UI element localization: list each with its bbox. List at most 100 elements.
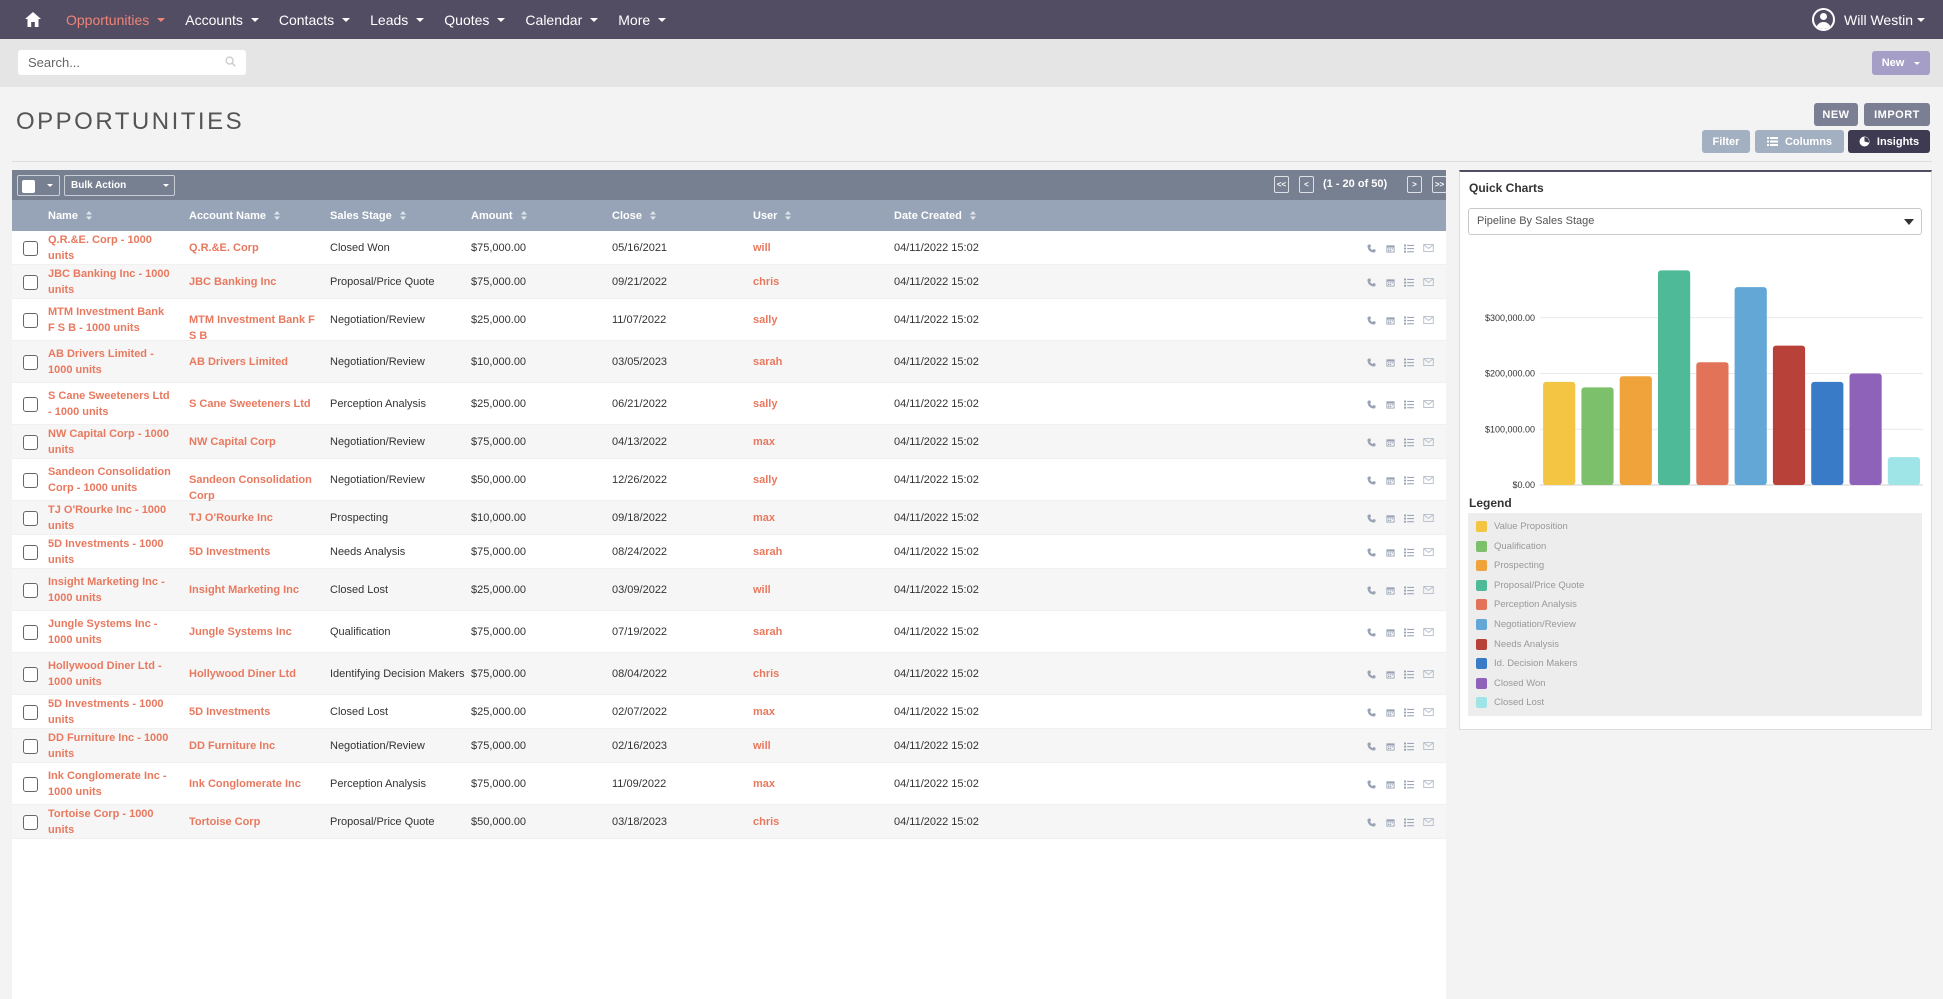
account-name-link[interactable]: AB Drivers Limited bbox=[189, 356, 289, 368]
row-checkbox[interactable] bbox=[23, 435, 38, 450]
phone-icon[interactable] bbox=[1364, 740, 1378, 752]
email-icon[interactable] bbox=[1421, 778, 1435, 790]
calendar-icon[interactable] bbox=[1383, 356, 1397, 368]
calendar-icon[interactable] bbox=[1383, 740, 1397, 752]
account-name-link[interactable]: DD Furniture Inc bbox=[189, 740, 276, 752]
search-icon[interactable] bbox=[225, 56, 236, 67]
email-icon[interactable] bbox=[1421, 314, 1435, 326]
select-all-checkbox[interactable] bbox=[22, 180, 35, 193]
sort-icon[interactable] bbox=[520, 211, 527, 223]
phone-icon[interactable] bbox=[1364, 546, 1378, 558]
search-input[interactable] bbox=[28, 55, 208, 70]
column-header-date-created[interactable]: Date Created bbox=[894, 210, 976, 223]
task-icon[interactable] bbox=[1402, 668, 1416, 680]
phone-icon[interactable] bbox=[1364, 314, 1378, 326]
assigned-user-link[interactable]: chris bbox=[753, 668, 780, 680]
nav-item-accounts[interactable]: Accounts bbox=[185, 12, 259, 28]
opportunity-name-link[interactable]: DD Furniture Inc - 1000 units bbox=[48, 732, 169, 760]
opportunity-name-link[interactable]: Ink Conglomerate Inc - 1000 units bbox=[48, 770, 167, 798]
email-icon[interactable] bbox=[1421, 584, 1435, 596]
prev-page-button[interactable]: < bbox=[1299, 176, 1314, 193]
user-menu[interactable]: Will Westin bbox=[1812, 0, 1925, 39]
opportunity-name-link[interactable]: NW Capital Corp - 1000 units bbox=[48, 428, 170, 456]
phone-icon[interactable] bbox=[1364, 436, 1378, 448]
calendar-icon[interactable] bbox=[1383, 276, 1397, 288]
assigned-user-link[interactable]: will bbox=[753, 242, 771, 254]
account-name-link[interactable]: Hollywood Diner Ltd bbox=[189, 668, 296, 680]
phone-icon[interactable] bbox=[1364, 584, 1378, 596]
account-name-link[interactable]: Sandeon Consolidation Corp bbox=[189, 474, 312, 502]
row-checkbox[interactable] bbox=[23, 473, 38, 488]
row-checkbox[interactable] bbox=[23, 815, 38, 830]
assigned-user-link[interactable]: will bbox=[753, 584, 771, 596]
calendar-icon[interactable] bbox=[1383, 436, 1397, 448]
sort-icon[interactable] bbox=[85, 211, 92, 223]
calendar-icon[interactable] bbox=[1383, 474, 1397, 486]
chart-bar[interactable] bbox=[1658, 270, 1691, 485]
calendar-icon[interactable] bbox=[1383, 778, 1397, 790]
row-checkbox[interactable] bbox=[23, 625, 38, 640]
task-icon[interactable] bbox=[1402, 242, 1416, 254]
assigned-user-link[interactable]: sarah bbox=[753, 356, 783, 368]
first-page-button[interactable]: << bbox=[1274, 176, 1289, 193]
task-icon[interactable] bbox=[1402, 314, 1416, 326]
opportunity-name-link[interactable]: Q.R.&E. Corp - 1000 units bbox=[48, 234, 152, 262]
opportunity-name-link[interactable]: Insight Marketing Inc - 1000 units bbox=[48, 576, 165, 604]
email-icon[interactable] bbox=[1421, 512, 1435, 524]
sort-icon[interactable] bbox=[649, 211, 656, 223]
task-icon[interactable] bbox=[1402, 474, 1416, 486]
assigned-user-link[interactable]: sally bbox=[753, 398, 778, 410]
assigned-user-link[interactable]: chris bbox=[753, 816, 780, 828]
opportunity-name-link[interactable]: JBC Banking Inc - 1000 units bbox=[48, 268, 170, 296]
calendar-icon[interactable] bbox=[1383, 512, 1397, 524]
new-menu-button[interactable]: New bbox=[1872, 51, 1930, 75]
column-header-sales-stage[interactable]: Sales Stage bbox=[330, 210, 406, 223]
row-checkbox[interactable] bbox=[23, 667, 38, 682]
sort-icon[interactable] bbox=[274, 211, 281, 223]
assigned-user-link[interactable]: max bbox=[753, 436, 776, 448]
opportunity-name-link[interactable]: AB Drivers Limited - 1000 units bbox=[48, 348, 154, 376]
calendar-icon[interactable] bbox=[1383, 242, 1397, 254]
filter-button[interactable]: Filter bbox=[1702, 130, 1750, 153]
column-header-amount[interactable]: Amount bbox=[471, 210, 527, 223]
assigned-user-link[interactable]: max bbox=[753, 778, 776, 790]
last-page-button[interactable]: >> bbox=[1432, 176, 1446, 193]
task-icon[interactable] bbox=[1402, 436, 1416, 448]
task-icon[interactable] bbox=[1402, 584, 1416, 596]
import-button[interactable]: IMPORT bbox=[1864, 103, 1930, 126]
account-name-link[interactable]: Tortoise Corp bbox=[189, 816, 261, 828]
task-icon[interactable] bbox=[1402, 276, 1416, 288]
email-icon[interactable] bbox=[1421, 276, 1435, 288]
email-icon[interactable] bbox=[1421, 546, 1435, 558]
email-icon[interactable] bbox=[1421, 474, 1435, 486]
row-checkbox[interactable] bbox=[23, 583, 38, 598]
columns-button[interactable]: Columns bbox=[1755, 130, 1844, 153]
calendar-icon[interactable] bbox=[1383, 706, 1397, 718]
assigned-user-link[interactable]: will bbox=[753, 740, 771, 752]
calendar-icon[interactable] bbox=[1383, 314, 1397, 326]
row-checkbox[interactable] bbox=[23, 705, 38, 720]
assigned-user-link[interactable]: sally bbox=[753, 474, 778, 486]
sort-icon[interactable] bbox=[785, 211, 792, 223]
opportunity-name-link[interactable]: S Cane Sweeteners Ltd - 1000 units bbox=[48, 390, 170, 418]
assigned-user-link[interactable]: max bbox=[753, 512, 776, 524]
insights-button[interactable]: Insights bbox=[1848, 130, 1930, 153]
chart-bar[interactable] bbox=[1772, 345, 1806, 485]
opportunity-name-link[interactable]: Hollywood Diner Ltd - 1000 units bbox=[48, 660, 162, 688]
account-name-link[interactable]: S Cane Sweeteners Ltd bbox=[189, 398, 311, 410]
row-checkbox[interactable] bbox=[23, 777, 38, 792]
opportunity-name-link[interactable]: MTM Investment Bank F S B - 1000 units bbox=[48, 306, 165, 334]
task-icon[interactable] bbox=[1402, 512, 1416, 524]
column-header-name[interactable]: Name bbox=[48, 210, 92, 223]
nav-item-more[interactable]: More bbox=[618, 12, 667, 28]
chart-bar[interactable] bbox=[1696, 362, 1729, 485]
nav-item-opportunities[interactable]: Opportunities bbox=[66, 12, 166, 28]
calendar-icon[interactable] bbox=[1383, 816, 1397, 828]
task-icon[interactable] bbox=[1402, 546, 1416, 558]
calendar-icon[interactable] bbox=[1383, 668, 1397, 680]
home-icon[interactable] bbox=[0, 0, 66, 39]
chart-bar[interactable] bbox=[1849, 373, 1882, 486]
phone-icon[interactable] bbox=[1364, 356, 1378, 368]
nav-item-quotes[interactable]: Quotes bbox=[444, 12, 506, 28]
task-icon[interactable] bbox=[1402, 778, 1416, 790]
